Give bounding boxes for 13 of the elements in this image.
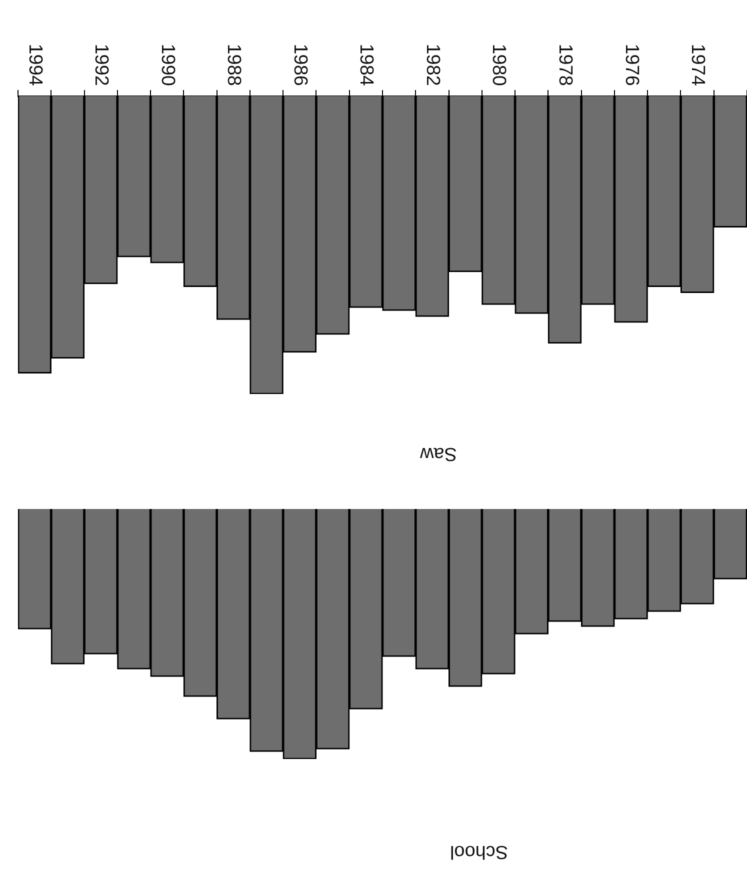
x-tick-label: 1976 [620,44,642,86]
x-tick-label: 1992 [90,44,112,86]
x-tick-label: 1984 [356,44,377,86]
text: School [450,840,508,862]
x-tick-label: 1978 [554,44,576,86]
x-tick-label: 1974 [687,44,708,86]
x-tick-label: 1990 [156,44,178,86]
x-tick-label: 1988 [223,44,244,86]
x-tick-label: 1980 [488,44,510,86]
text: Saw [420,442,457,464]
x-tick-label: 1994 [24,44,46,86]
x-tick-label: 1982 [422,44,443,86]
x-tick-label: 1986 [289,44,310,86]
